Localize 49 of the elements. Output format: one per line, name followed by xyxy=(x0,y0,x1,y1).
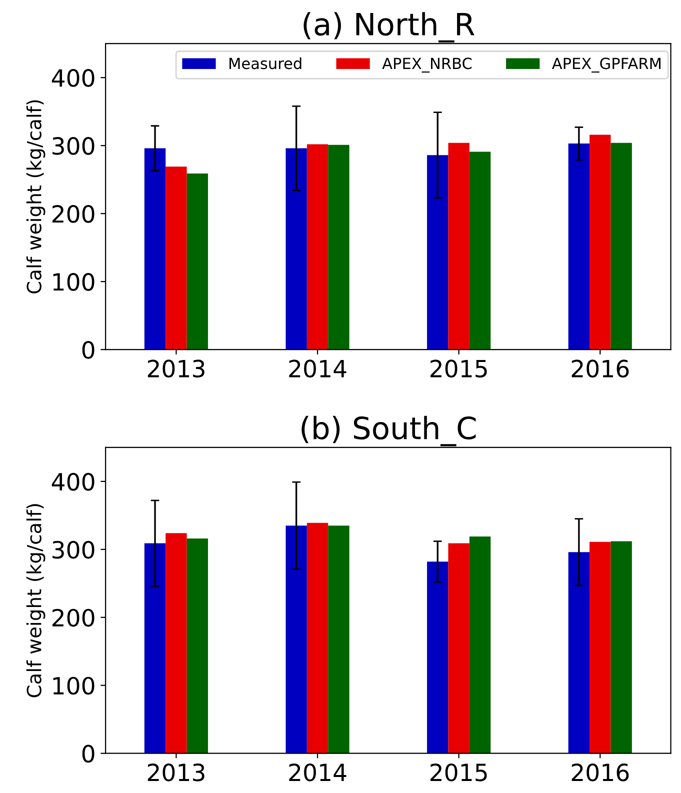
bar xyxy=(427,155,448,350)
bar xyxy=(144,543,166,754)
bar xyxy=(166,166,187,350)
chart-title: (a) North_R xyxy=(304,12,474,42)
bar xyxy=(590,134,611,350)
y-axis-title: Calf weight (kg/calf) xyxy=(26,100,46,294)
bar xyxy=(469,152,491,350)
bar xyxy=(286,526,307,754)
bar xyxy=(568,552,590,754)
bar xyxy=(328,526,350,754)
legend-label: APEX_GPFARM xyxy=(552,58,660,73)
x-tick-label: 2015 xyxy=(430,763,487,782)
bar xyxy=(186,173,208,350)
bar xyxy=(610,142,632,350)
y-tick-label: 100 xyxy=(53,273,94,291)
y-tick-label: 200 xyxy=(52,205,94,223)
y-tick-label: 300 xyxy=(52,137,94,155)
y-tick-label: 100 xyxy=(53,676,94,695)
bar xyxy=(448,543,470,754)
x-tick-label: 2016 xyxy=(572,763,629,782)
legend-label: APEX_NRBC xyxy=(382,58,472,73)
x-tick-label: 2014 xyxy=(289,763,346,782)
bar xyxy=(166,533,187,754)
bar xyxy=(427,562,448,754)
bar xyxy=(469,536,491,754)
x-tick-label: 2013 xyxy=(148,360,204,378)
bar xyxy=(610,541,632,754)
bar xyxy=(448,142,470,350)
bar xyxy=(568,144,590,350)
y-tick-label: 400 xyxy=(52,472,94,491)
chart-title: (b) South_C xyxy=(302,416,476,446)
bar xyxy=(144,148,166,350)
y-tick-label: 300 xyxy=(52,540,94,559)
x-tick-label: 2014 xyxy=(289,360,346,378)
y-tick-label: 400 xyxy=(52,69,94,87)
x-tick-label: 2016 xyxy=(572,360,629,378)
x-tick-label: 2013 xyxy=(148,763,204,782)
bar xyxy=(590,542,611,754)
y-tick-label: 200 xyxy=(52,608,94,627)
y-tick-label: 0 xyxy=(82,744,94,763)
bar xyxy=(286,148,307,350)
y-tick-label: 0 xyxy=(82,340,94,359)
bar xyxy=(306,522,328,754)
y-axis-title: Calf weight (kg/calf) xyxy=(26,504,46,698)
x-tick-label: 2015 xyxy=(430,360,487,378)
bar xyxy=(186,538,208,754)
bar xyxy=(328,144,350,350)
bar xyxy=(306,144,328,350)
legend-label: Measured xyxy=(230,57,302,70)
